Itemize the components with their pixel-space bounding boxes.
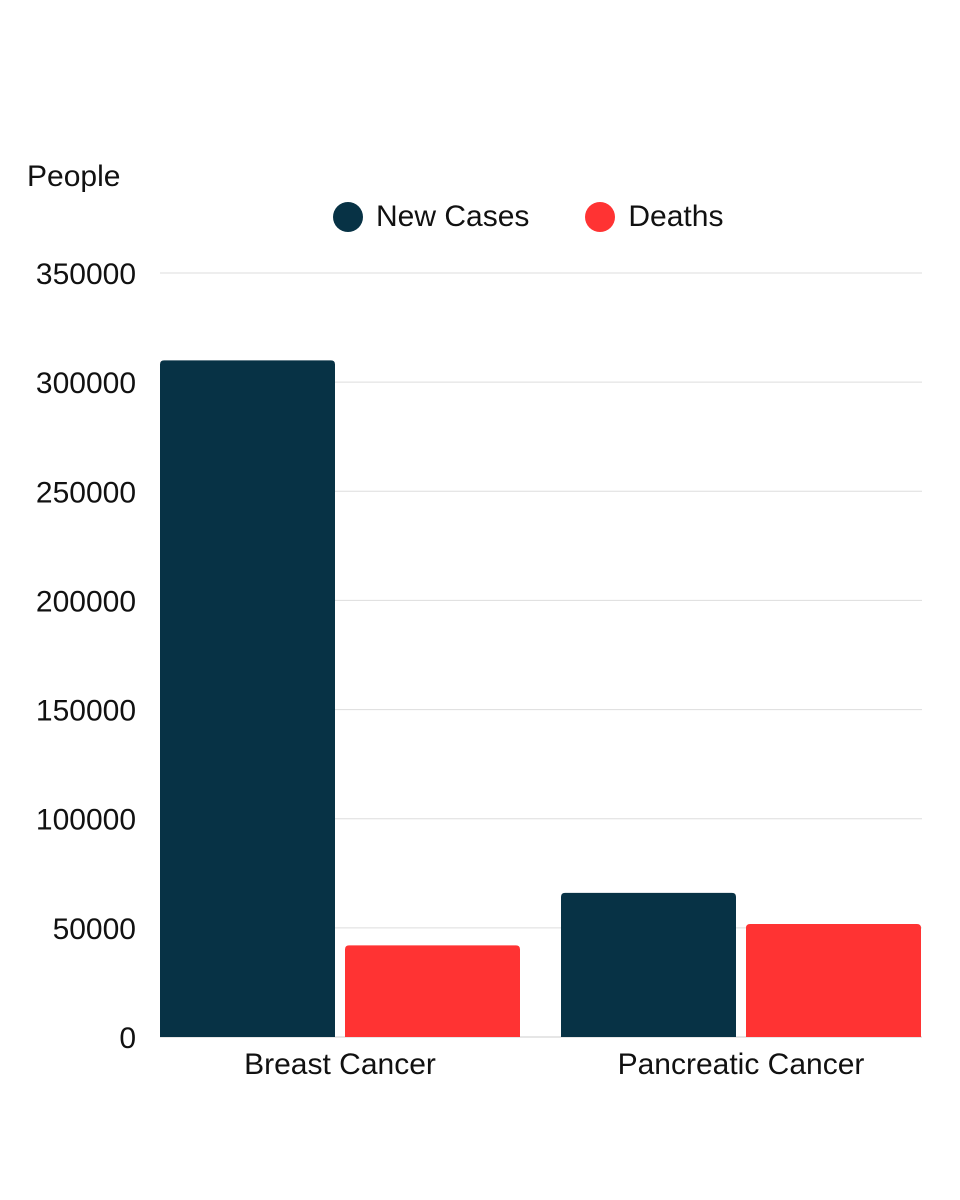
x-tick-label: Pancreatic Cancer — [618, 1048, 865, 1081]
y-tick-label: 0 — [119, 1022, 136, 1055]
legend-label-deaths: Deaths — [628, 200, 724, 233]
legend-item-new-cases: New Cases — [333, 200, 529, 234]
y-tick-label: 200000 — [36, 585, 136, 618]
y-tick-label: 100000 — [36, 804, 136, 837]
legend-swatch-new-cases — [333, 202, 363, 232]
y-tick-label: 300000 — [36, 367, 136, 400]
bar-deaths — [345, 945, 520, 1037]
legend: New Cases Deaths — [0, 200, 960, 234]
legend-swatch-deaths — [585, 202, 616, 232]
bar-new-cases — [160, 360, 335, 1037]
y-tick-label: 150000 — [36, 695, 136, 728]
y-tick-label: 50000 — [53, 913, 136, 946]
y-axis-label: People — [27, 160, 121, 193]
bar-deaths — [746, 924, 921, 1037]
y-tick-label: 350000 — [36, 258, 136, 291]
x-tick-label: Breast Cancer — [244, 1048, 436, 1081]
legend-label-new-cases: New Cases — [376, 200, 530, 233]
bar-new-cases — [561, 892, 736, 1037]
y-tick-label: 250000 — [36, 476, 136, 509]
legend-item-deaths: Deaths — [585, 200, 723, 234]
